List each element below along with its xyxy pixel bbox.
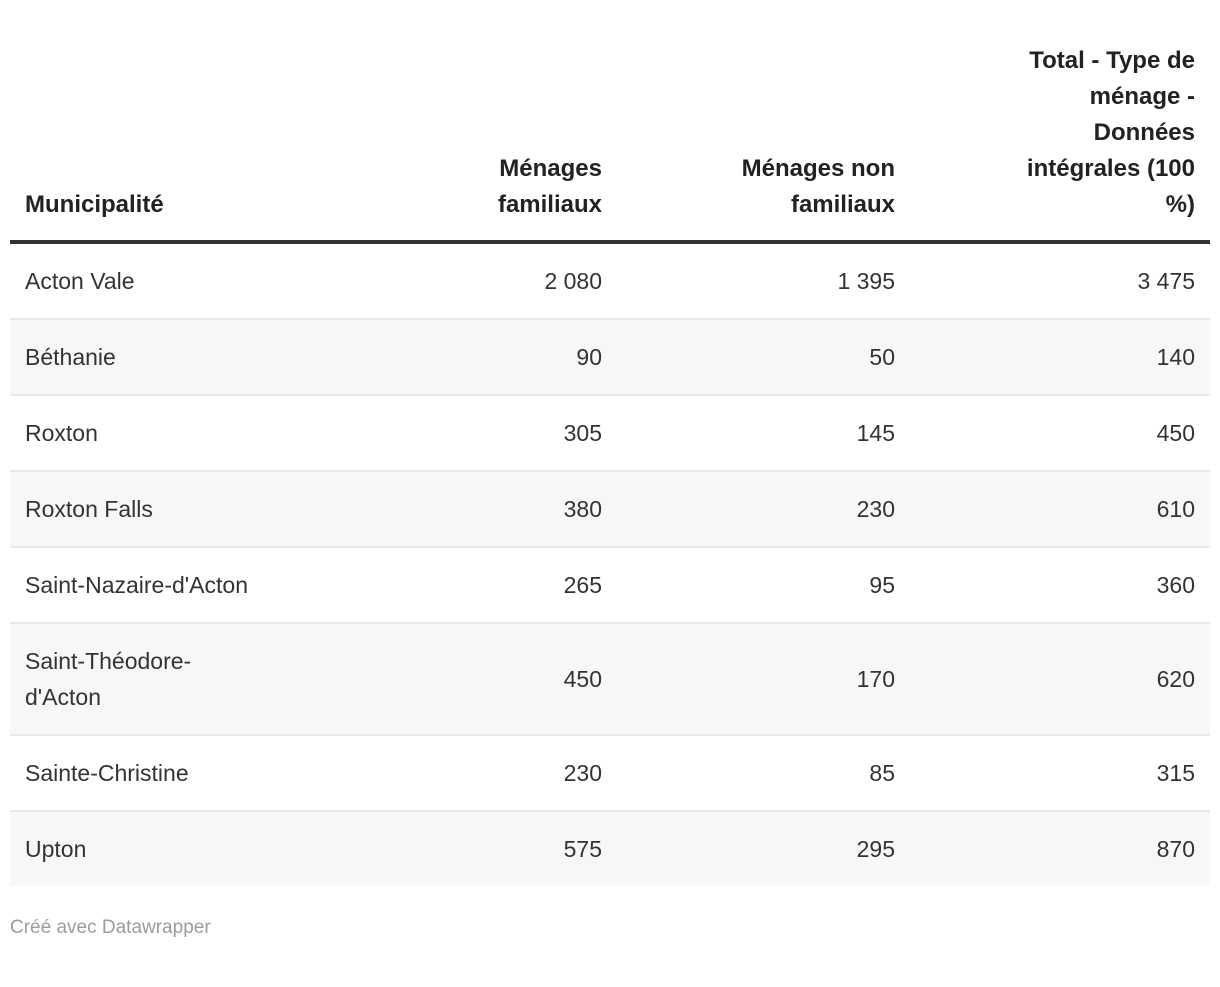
- cell-menages-non-familiaux: 1 395: [837, 268, 895, 294]
- cell-municipality: Acton Vale: [25, 268, 135, 294]
- table-row: Roxton Falls 380 230 610: [10, 470, 1210, 547]
- cell-menages-non-familiaux: 145: [617, 394, 910, 471]
- column-header-menages-non-familiaux: Ménages non familiaux: [617, 43, 910, 244]
- cell-menages-non-familiaux: 170: [617, 622, 910, 735]
- cell-menages-familiaux: 230: [390, 734, 617, 811]
- cell-menages-familiaux: 2 080: [544, 268, 602, 294]
- cell-total: 3 475: [1137, 268, 1195, 294]
- datawrapper-attribution-link[interactable]: Créé avec Datawrapper: [10, 917, 211, 938]
- datawrapper-table-page: Municipalité Ménages familiaux Ménages n…: [0, 43, 1220, 940]
- column-header-menages-familiaux: Ménages familiaux: [390, 43, 617, 244]
- cell-municipality: Saint-Théodore- d'Acton: [10, 622, 390, 735]
- header-row: Municipalité Ménages familiaux Ménages n…: [10, 43, 1210, 244]
- cell-municipality: Sainte-Christine: [10, 734, 390, 811]
- cell-municipality: Saint-Nazaire-d'Acton: [10, 546, 390, 623]
- cell-menages-familiaux: 90: [390, 318, 617, 395]
- cell-municipality: Roxton: [10, 394, 390, 471]
- table-row: Saint-Théodore- d'Acton 450 170 620: [10, 622, 1210, 735]
- column-header-total-type-de-menage: Total - Type de ménage - Données intégra…: [910, 43, 1210, 244]
- cell-total: 620: [910, 622, 1210, 735]
- table-header: Municipalité Ménages familiaux Ménages n…: [10, 43, 1210, 244]
- cell-menages-familiaux: 265: [390, 546, 617, 623]
- cell-menages-familiaux: 450: [390, 622, 617, 735]
- cell-municipality: Béthanie: [10, 318, 390, 395]
- cell-total: 870: [910, 810, 1210, 886]
- table-body: Acton Vale 2 080 1 395 3 475 Béthanie 90 50 140…: [10, 242, 1210, 886]
- cell-menages-familiaux: 305: [390, 394, 617, 471]
- cell-total: 140: [910, 318, 1210, 395]
- table-row: Sainte-Christine 230 85 315: [10, 734, 1210, 811]
- cell-menages-non-familiaux: 85: [617, 734, 910, 811]
- table-row: Béthanie 90 50 140: [10, 318, 1210, 395]
- cell-total: 450: [910, 394, 1210, 471]
- cell-menages-familiaux: 380: [390, 470, 617, 547]
- cell-menages-non-familiaux: 95: [617, 546, 910, 623]
- cell-total: 315: [910, 734, 1210, 811]
- cell-municipality: Roxton Falls: [10, 470, 390, 547]
- table-row: Saint-Nazaire-d'Acton 265 95 360: [10, 546, 1210, 623]
- cell-menages-familiaux: 575: [390, 810, 617, 886]
- cell-menages-non-familiaux: 295: [617, 810, 910, 886]
- column-header-municipalite: Municipalité: [10, 43, 390, 244]
- table-row: Upton 575 295 870: [10, 810, 1210, 886]
- table-row: Roxton 305 145 450: [10, 394, 1210, 471]
- households-table: Municipalité Ménages familiaux Ménages n…: [10, 43, 1210, 886]
- table-row: Acton Vale 2 080 1 395 3 475: [10, 242, 1210, 319]
- cell-municipality: Upton: [10, 810, 390, 886]
- cell-total: 360: [910, 546, 1210, 623]
- cell-menages-non-familiaux: 230: [617, 470, 910, 547]
- cell-total: 610: [910, 470, 1210, 547]
- cell-menages-non-familiaux: 50: [617, 318, 910, 395]
